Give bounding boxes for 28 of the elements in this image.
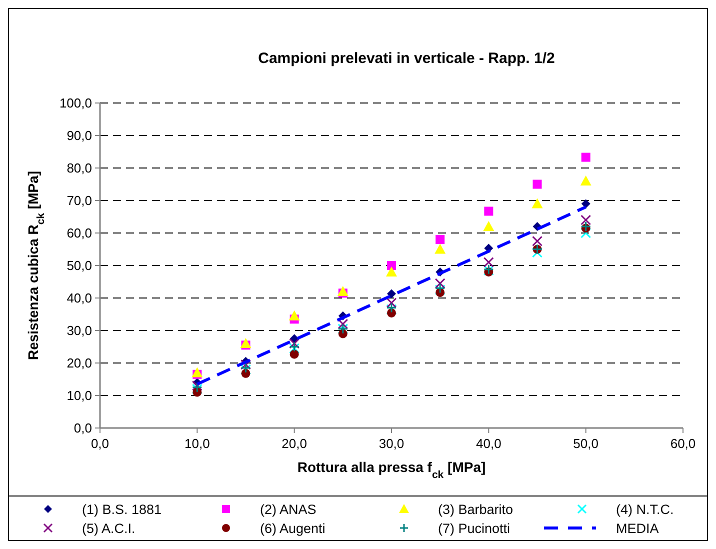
legend-label: (7) Pucinotti xyxy=(438,521,510,536)
chart-title: Campioni prelevati in verticale - Rapp. 1/2 xyxy=(258,50,555,67)
legend-label: (4) N.T.C. xyxy=(616,502,674,517)
legend-label: (5) A.C.I. xyxy=(82,521,136,536)
y-tick-label: 20,0 xyxy=(66,356,92,370)
legend-label: (2) ANAS xyxy=(260,502,316,517)
y-tick-label: 50,0 xyxy=(66,258,92,273)
x-tick-label: 50,0 xyxy=(573,436,598,451)
x-tick-label: 20,0 xyxy=(282,436,307,451)
y-tick-label: 100,0 xyxy=(59,96,92,110)
y-tick-label: 60,0 xyxy=(66,226,92,240)
y-tick-label: 10,0 xyxy=(66,388,92,403)
x-tick-label: 10,0 xyxy=(184,436,210,451)
legend-label: (3) Barbarito xyxy=(438,502,514,517)
legend-label: MEDIA xyxy=(616,521,659,536)
y-tick-label: 70,0 xyxy=(66,193,92,208)
x-tick-label: 0,0 xyxy=(90,436,110,451)
x-tick-label: 60,0 xyxy=(670,436,696,451)
y-tick-label: 40,0 xyxy=(66,290,92,306)
x-tick-label: 30,0 xyxy=(378,436,404,451)
legend-label: (6) Augenti xyxy=(260,521,326,536)
y-tick-label: 0,0 xyxy=(74,420,92,436)
y-tick-label: 90,0 xyxy=(66,128,92,143)
x-tick-label: 40,0 xyxy=(476,436,502,451)
y-tick-label: 30,0 xyxy=(66,323,92,338)
y-tick-label: 80,0 xyxy=(66,160,92,176)
legend-label: (1) B.S. 1881 xyxy=(82,502,162,517)
x-axis-title: Rottura alla pressa f$_{ck}$ [MPa] xyxy=(297,459,486,481)
